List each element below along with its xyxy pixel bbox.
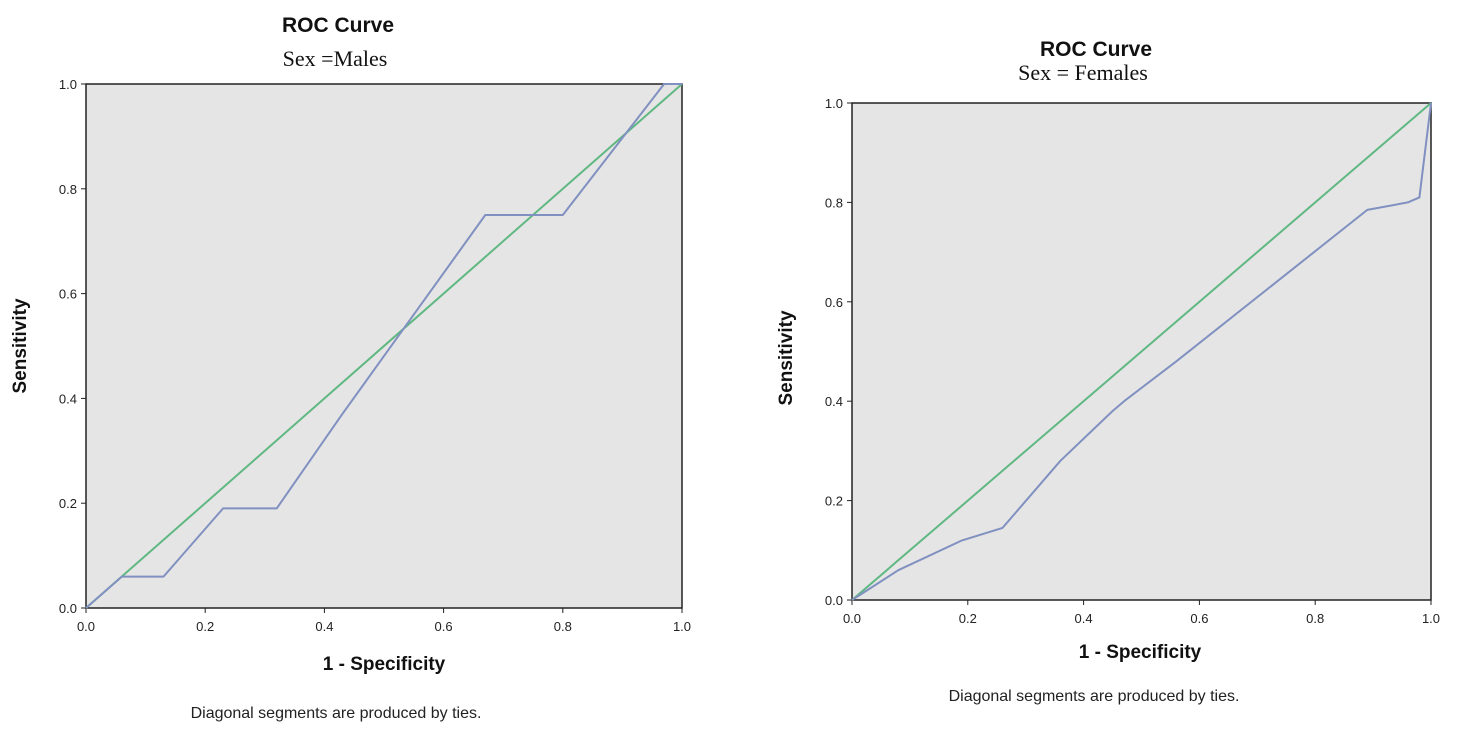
x-tick-label: 1.0	[1422, 611, 1440, 626]
x-tick-label: 0.6	[435, 619, 453, 634]
y-axis-label: Sensitivity	[776, 310, 797, 405]
y-tick-label: 0.0	[59, 601, 77, 616]
x-axis-label: 1 - Specificity	[323, 654, 446, 675]
y-tick-label: 1.0	[825, 96, 843, 111]
roc-chart-females: ROC Curve Sex = Females 0.0 0.2 0.4 0.6 0.8 1…	[776, 38, 1440, 705]
x-tick-label: 0.4	[1075, 611, 1093, 626]
y-tick-label: 0.8	[825, 195, 843, 210]
roc-chart-males: ROC Curve Sex =Males 0.00.20.40.60.81.0 …	[10, 14, 691, 722]
y-tick-label: 0.6	[59, 287, 77, 302]
y-tick-label: 1.0	[59, 77, 77, 92]
y-axis-label: Sensitivity	[10, 298, 31, 393]
y-tick-label: 0.4	[59, 391, 77, 406]
x-tick-label: 0.0	[843, 611, 861, 626]
x-tick-label: 0.4	[315, 619, 333, 634]
x-tick-label: 0.2	[959, 611, 977, 626]
y-tick-label: 0.0	[825, 593, 843, 608]
y-tick-label: 0.4	[825, 394, 843, 409]
roc-curve-line	[851, 102, 1432, 601]
reference-diagonal-line	[85, 83, 683, 609]
x-tick-label: 0.6	[1190, 611, 1208, 626]
x-tick-label: 0.8	[1306, 611, 1324, 626]
y-tick-label: 0.8	[59, 182, 77, 197]
roc-curve-line	[85, 83, 682, 609]
y-tick-label: 0.2	[59, 496, 77, 511]
x-axis-label: 1 - Specificity	[1079, 642, 1202, 663]
x-tick-label: 0.0	[77, 619, 95, 634]
chart-title: ROC Curve	[1040, 38, 1152, 61]
ties-footnote: Diagonal segments are produced by ties.	[191, 705, 482, 722]
y-tick-label: 0.6	[825, 295, 843, 310]
chart-subtitle: Sex =Males	[283, 46, 388, 71]
x-tick-label: 0.8	[554, 619, 572, 634]
chart-subtitle: Sex = Females	[1018, 60, 1148, 85]
y-tick-label: 0.2	[825, 494, 843, 509]
x-tick-label: 1.0	[673, 619, 691, 634]
ties-footnote: Diagonal segments are produced by ties.	[949, 688, 1240, 705]
chart-title: ROC Curve	[282, 14, 394, 37]
x-tick-label: 0.2	[196, 619, 214, 634]
reference-diagonal-line	[851, 102, 1432, 601]
